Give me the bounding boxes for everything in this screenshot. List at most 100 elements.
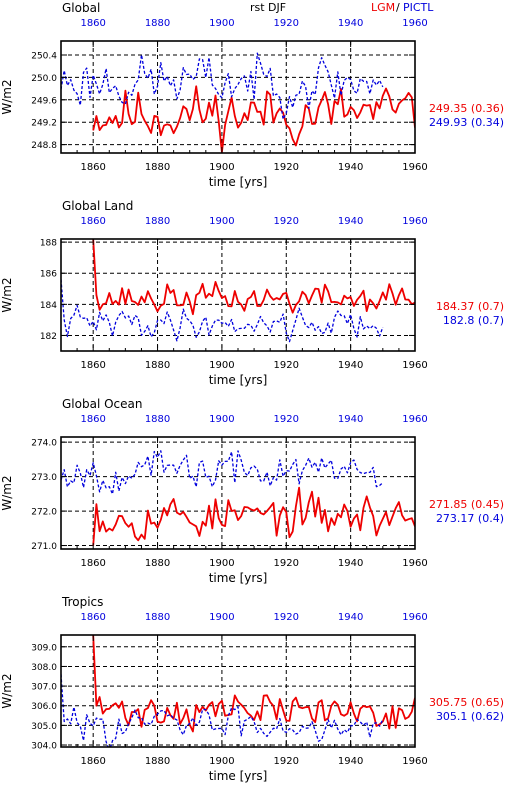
plot-frame [60,436,416,550]
panel: Tropics 1860 1880 1900 1920 1940 1960 1860 1880 1… [0,595,504,783]
x-top-tick-label: 1900 [209,18,234,29]
series-line-pictl [61,52,384,120]
x-tick-label: 1860 [80,558,105,569]
x-axis-label: time [yrs] [209,769,268,783]
x-top-tick-label: 1920 [274,612,299,623]
panel-title: Global Land [62,199,133,213]
x-top-tick-label: 1960 [402,216,427,227]
x-top-tick-label: 1940 [338,216,363,227]
x-top-tick-label: 1860 [80,18,105,29]
x-top-tick-label: 1880 [145,18,170,29]
summary-pictl: 182.8 (0.7) [443,314,504,327]
series-line-pictl [61,450,384,495]
x-tick-label: 1880 [145,756,170,767]
plot-frame [60,40,416,154]
x-top-tick-label: 1960 [402,414,427,425]
legend-lgm-label: LGM [371,1,395,14]
x-top-tick-label: 1880 [145,612,170,623]
x-top-tick-label: 1860 [80,612,105,623]
summary-lgm: 305.75 (0.65) [429,696,504,709]
x-tick-label: 1920 [274,162,299,173]
x-tick-label: 1940 [338,558,363,569]
series-line-lgm [92,635,415,733]
x-tick-label: 1940 [338,162,363,173]
x-top-tick-label: 1880 [145,216,170,227]
x-axis-label: time [yrs] [209,373,268,387]
panel: Global Ocean 1860 1880 1900 1920 1940 1960 1860… [0,397,504,585]
x-tick-label: 1940 [338,756,363,767]
y-tick-label: 182 [40,332,57,342]
x-tick-label: 1920 [274,360,299,371]
x-tick-label: 1960 [402,756,427,767]
series-line-lgm [92,486,415,546]
panel: Global Land 1860 1880 1900 1920 1940 1960 1860 1… [0,199,504,387]
x-tick-label: 1860 [80,360,105,371]
summary-lgm: 271.85 (0.45) [429,498,504,511]
x-top-tick-label: 1900 [209,216,234,227]
x-tick-label: 1960 [402,162,427,173]
plot-frame [60,634,416,748]
x-top-tick-label: 1860 [80,216,105,227]
x-axis-label: time [yrs] [209,571,268,585]
x-top-tick-label: 1920 [274,414,299,425]
y-tick-label: 186 [40,270,57,280]
x-tick-label: 1960 [402,360,427,371]
y-tick-label: 248.8 [31,141,57,151]
summary-pictl: 305.1 (0.62) [436,710,504,723]
y-tick-label: 250.4 [31,52,57,62]
summary-lgm: 249.35 (0.36) [429,102,504,115]
x-tick-label: 1920 [274,558,299,569]
y-tick-label: 250.0 [31,74,57,84]
y-tick-label: 304.0 [31,742,57,752]
figure-title: rst DJF [250,1,286,14]
y-tick-label: 272.0 [31,508,57,518]
y-tick-label: 309.0 [31,643,57,653]
x-top-tick-label: 1940 [338,18,363,29]
x-top-tick-label: 1880 [145,414,170,425]
y-tick-label: 249.6 [31,96,57,106]
panel-title: Global [62,1,100,15]
series-line-lgm [92,239,415,316]
x-top-tick-label: 1940 [338,414,363,425]
x-top-tick-label: 1900 [209,414,234,425]
summary-pictl: 249.93 (0.34) [429,116,504,129]
panel: Global 1860 1880 1900 1920 1940 1960 1860 1880 19… [0,1,504,189]
y-tick-label: 273.0 [31,473,57,483]
y-tick-label: 307.0 [31,683,57,693]
x-tick-label: 1960 [402,558,427,569]
legend-separator: / [396,1,400,14]
x-tick-label: 1860 [80,756,105,767]
summary-pictl: 273.17 (0.4) [436,512,504,525]
panel-title: Tropics [61,595,103,609]
y-tick-label: 305.0 [31,722,57,732]
y-axis-label: W/m2 [0,79,14,114]
x-axis-label: time [yrs] [209,175,268,189]
y-axis-label: W/m2 [0,277,14,312]
x-top-tick-label: 1920 [274,18,299,29]
x-top-tick-label: 1940 [338,612,363,623]
x-tick-label: 1900 [209,360,234,371]
x-top-tick-label: 1860 [80,414,105,425]
y-tick-label: 188 [40,239,57,249]
x-top-tick-label: 1900 [209,612,234,623]
y-axis-label: W/m2 [0,673,14,708]
x-tick-label: 1880 [145,558,170,569]
x-top-tick-label: 1960 [402,612,427,623]
summary-lgm: 184.37 (0.7) [436,300,504,313]
x-tick-label: 1880 [145,162,170,173]
legend-pictl-label: PICTL [403,1,434,14]
panel-title: Global Ocean [62,397,142,411]
x-tick-label: 1900 [209,558,234,569]
y-tick-label: 308.0 [31,663,57,673]
y-tick-label: 249.2 [31,119,57,129]
y-tick-label: 184 [40,301,57,311]
series-line-lgm [92,85,415,153]
y-tick-label: 271.0 [31,542,57,552]
x-tick-label: 1860 [80,162,105,173]
y-tick-label: 306.0 [31,702,57,712]
x-tick-label: 1880 [145,360,170,371]
y-tick-label: 274.0 [31,439,57,449]
chart-panels: Global 1860 1880 1900 1920 1940 1960 1860 1880 19… [0,1,504,783]
x-tick-label: 1940 [338,360,363,371]
